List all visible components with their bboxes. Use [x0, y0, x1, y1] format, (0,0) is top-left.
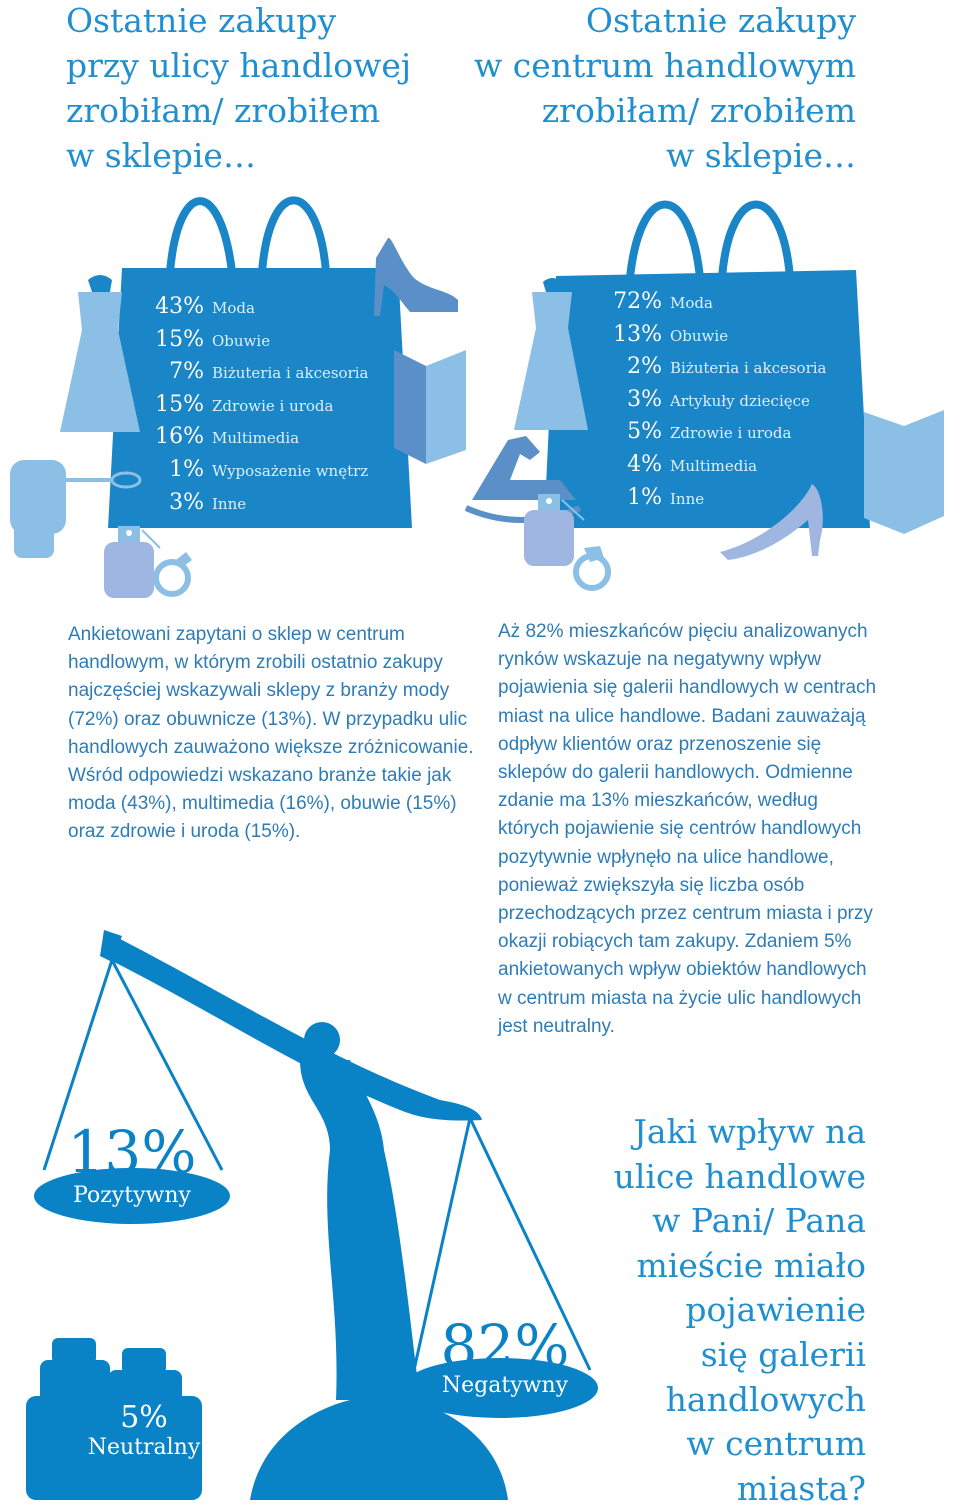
stat-value: 16%	[155, 424, 204, 450]
stat-value: 13%	[613, 321, 662, 347]
scale-pillar	[300, 1060, 420, 1400]
question-line: miasta?	[736, 1468, 866, 1508]
stat-row: 4% Multimedia	[600, 452, 826, 485]
dress-icon	[514, 278, 588, 430]
stat-value: 15%	[155, 326, 204, 352]
stat-label: Multimedia	[670, 456, 758, 475]
heading-line: zrobiłam/ zrobiłem	[66, 91, 381, 130]
stat-label: Moda	[670, 294, 713, 312]
question-line: w Pani/ Pana	[652, 1201, 866, 1241]
stat-label: Obuwie	[212, 331, 271, 350]
neutral-value: 5%	[120, 1400, 168, 1435]
stat-label: Inne	[212, 494, 247, 513]
stat-row: 2% Biżuteria i akcesoria	[600, 354, 826, 387]
stat-row: 3% Inne	[142, 490, 368, 523]
stat-value: 3%	[627, 386, 662, 412]
stat-row: 5% Zdrowie i uroda	[600, 419, 826, 452]
positive-label: Pozytywny	[73, 1183, 191, 1208]
stat-row: 1% Inne	[600, 485, 826, 518]
stat-label: Artykuły dziecięce	[670, 391, 810, 410]
stat-value: 43%	[155, 294, 204, 319]
heading-line: zrobiłam/ zrobiłem	[541, 91, 856, 130]
bag-handle-icon	[626, 200, 704, 279]
stat-label: Inne	[670, 489, 705, 508]
scale-knob	[304, 1022, 340, 1058]
stat-label: Moda	[212, 299, 255, 317]
bag-body	[108, 268, 412, 528]
heading-line: w centrum handlowym	[474, 46, 856, 85]
stat-value: 3%	[169, 489, 204, 515]
stat-value: 15%	[155, 391, 204, 417]
perfume-icon	[524, 494, 585, 566]
stat-label: Zdrowie i uroda	[212, 396, 334, 415]
stats-mall: 72% Moda 13% Obuwie 2% Biżuteria i akcesori…	[600, 289, 826, 517]
stat-label: Zdrowie i uroda	[670, 424, 792, 443]
stat-value: 2%	[627, 354, 662, 380]
bag-handle-icon	[258, 196, 330, 273]
stat-value: 72%	[613, 289, 662, 314]
stat-label: Biżuteria i akcesoria	[212, 364, 369, 383]
left-bag	[10, 196, 466, 598]
paragraph-shopping: Ankietowani zapytani o sklep w centrum h…	[68, 624, 474, 843]
stat-row: 3% Artykuły dziecięce	[600, 387, 826, 420]
perfume-icon	[104, 526, 161, 598]
stat-row: 72% Moda	[600, 289, 826, 322]
question-line: w centrum	[686, 1424, 866, 1464]
negative-value: 82%	[440, 1312, 570, 1380]
stat-value: 1%	[169, 456, 204, 482]
scale-base	[250, 1400, 508, 1500]
stat-row: 7% Biżuteria i akcesoria	[142, 359, 368, 392]
bag-handle-icon	[166, 197, 236, 273]
question-line: mieście miało	[636, 1245, 866, 1285]
question-line: się galerii	[700, 1334, 866, 1374]
survey-question: Jaki wpływ na ulice handlowe w Pani/ Pan…	[614, 1110, 866, 1511]
stat-value: 4%	[627, 451, 662, 477]
heading-street: Ostatnie zakupy przy ulicy handlowej zro…	[66, 0, 411, 178]
ring-icon	[573, 546, 611, 591]
stat-row: 13% Obuwie	[600, 322, 826, 355]
heading-line: w sklepie…	[666, 136, 856, 175]
stat-value: 7%	[169, 359, 204, 385]
stat-row: 15% Zdrowie i uroda	[142, 392, 368, 425]
stats-street: 43% Moda 15% Obuwie 7% Biżuteria i akcesori…	[142, 294, 368, 522]
stat-row: 43% Moda	[142, 294, 368, 327]
heading-mall: Ostatnie zakupy w centrum handlowym zrob…	[474, 0, 856, 178]
bag-handle-icon	[718, 200, 794, 279]
right-bag	[464, 200, 944, 591]
scale-beam-tip	[100, 930, 122, 962]
negative-label: Negatywny	[441, 1373, 569, 1398]
stat-row: 16% Multimedia	[142, 424, 368, 457]
book-icon	[394, 350, 466, 464]
shopping-bags-illustration	[10, 196, 944, 598]
stat-label: Obuwie	[670, 326, 729, 345]
stat-label: Biżuteria i akcesoria	[670, 359, 827, 378]
heading-line: w sklepie…	[66, 136, 256, 175]
stat-row: 1% Wyposażenie wnętrz	[142, 457, 368, 490]
scale-beam	[110, 938, 482, 1121]
heading-line: Ostatnie zakupy	[66, 1, 337, 40]
question-line: Jaki wpływ na	[633, 1112, 866, 1151]
heading-line: Ostatnie zakupy	[585, 1, 856, 40]
stat-row: 15% Obuwie	[142, 327, 368, 360]
paragraph-impact: Aż 82% mieszkańców pięciu analizowanych …	[498, 621, 877, 1037]
stat-label: Wyposażenie wnętrz	[212, 461, 369, 480]
mixer-icon	[10, 460, 142, 558]
question-line: pojawienie	[685, 1290, 866, 1330]
question-line: ulice handlowe	[613, 1156, 866, 1196]
bag-body	[544, 270, 870, 528]
ring-icon	[153, 552, 192, 597]
stat-label: Multimedia	[212, 429, 300, 448]
dress-icon	[60, 275, 140, 432]
stat-value: 5%	[627, 419, 662, 445]
neutral-label: Neutralny	[87, 1435, 201, 1460]
heading-line: przy ulicy handlowej	[66, 46, 412, 85]
stat-value: 1%	[627, 484, 662, 510]
high-heel-icon	[720, 484, 823, 560]
high-heel-icon	[374, 237, 458, 316]
book-icon	[864, 410, 944, 534]
positive-value: 13%	[67, 1118, 197, 1186]
question-line: handlowych	[665, 1379, 866, 1419]
